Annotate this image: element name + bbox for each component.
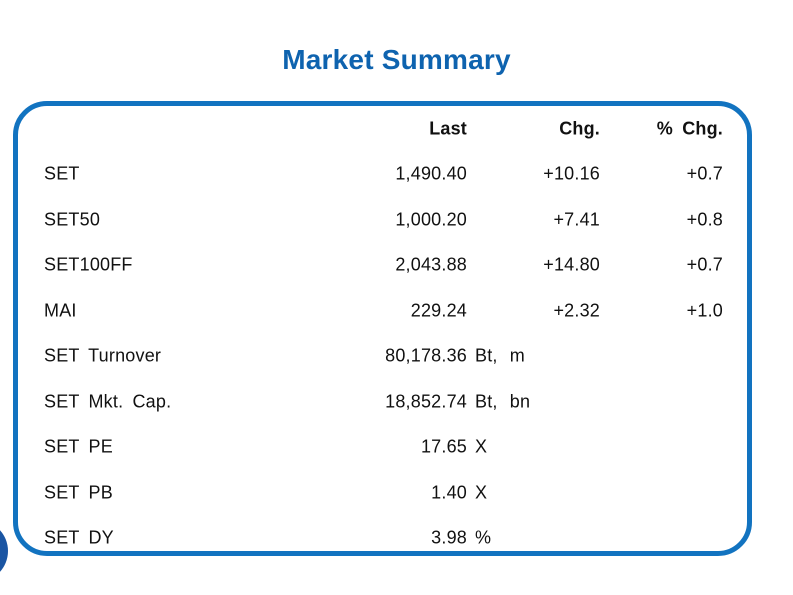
table-row: MAI 229.24 +2.32 +1.0 xyxy=(18,288,747,334)
last-unit: X xyxy=(475,482,488,503)
chg-value: +7.41 xyxy=(553,209,600,230)
last-value: 80,178.36 xyxy=(385,345,467,366)
table-row: SET Turnover 80,178.36 Bt, m xyxy=(18,334,747,380)
last-value: 17.65 xyxy=(420,436,467,457)
last-value-cell: 1,000.20 xyxy=(18,209,475,230)
chg-value: +10.16 xyxy=(543,163,600,184)
pct-chg-value: +1.0 xyxy=(686,300,723,321)
last-value-cell: 1.40 X xyxy=(18,482,487,503)
col-header-chg: Chg. xyxy=(559,118,600,139)
last-unit: X xyxy=(475,436,488,457)
table-row: SET DY 3.98% xyxy=(18,516,747,552)
last-unit: Bt, bn xyxy=(475,391,531,412)
last-unit: % xyxy=(475,527,492,548)
table-header-row: Last Chg. % Chg. xyxy=(18,106,747,152)
last-value: 229.24 xyxy=(410,300,467,321)
last-value: 1,490.40 xyxy=(395,163,467,184)
row-label: SET DY xyxy=(44,527,114,548)
last-value-cell: 1,490.40 xyxy=(18,164,475,185)
table-row: SET50 1,000.20 +7.41 +0.8 xyxy=(18,197,747,243)
last-value: 2,043.88 xyxy=(395,254,467,275)
last-value-cell: 18,852.74 Bt, bn xyxy=(18,391,530,412)
last-value-cell: 80,178.36 Bt, m xyxy=(18,346,525,367)
chg-value: +2.32 xyxy=(553,300,600,321)
pct-chg-value: +0.8 xyxy=(686,209,723,230)
last-value-cell: 17.65 X xyxy=(18,437,487,458)
pct-chg-value: +0.7 xyxy=(686,254,723,275)
last-value: 18,852.74 xyxy=(385,391,467,412)
row-label: SET PE xyxy=(44,436,113,457)
last-value-cell: 229.24 xyxy=(18,300,475,321)
last-value-cell: 2,043.88 xyxy=(18,255,475,276)
table-row: SET100FF 2,043.88 +14.80 +0.7 xyxy=(18,243,747,289)
chg-value: +14.80 xyxy=(543,254,600,275)
row-label: SET PB xyxy=(44,482,113,503)
market-summary-panel: Last Chg. % Chg. SET 1,490.40 +10.16 +0.… xyxy=(13,101,752,556)
row-label: SET Turnover xyxy=(44,345,162,366)
table-row: SET 1,490.40 +10.16 +0.7 xyxy=(18,152,747,198)
table-row: SET Mkt. Cap. 18,852.74 Bt, bn xyxy=(18,379,747,425)
table-row: SET PB 1.40 X xyxy=(18,470,747,516)
last-value-cell: 3.98% xyxy=(18,528,491,549)
row-label: SET100FF xyxy=(44,254,133,275)
last-value: 3.98 xyxy=(431,527,467,548)
last-value: 1.40 xyxy=(431,482,467,503)
page-title: Market Summary xyxy=(282,44,511,75)
table-row: SET PE 17.65 X xyxy=(18,425,747,471)
row-label: SET xyxy=(44,163,80,184)
row-label: SET50 xyxy=(44,209,101,230)
last-value: 1,000.20 xyxy=(395,209,467,230)
col-header-pct-chg: % Chg. xyxy=(656,118,723,139)
row-label: SET Mkt. Cap. xyxy=(44,391,172,412)
last-unit: Bt, m xyxy=(475,345,526,366)
market-summary-table: Last Chg. % Chg. SET 1,490.40 +10.16 +0.… xyxy=(18,106,747,551)
pct-chg-value: +0.7 xyxy=(686,163,723,184)
col-header-last: Last xyxy=(429,118,467,139)
left-edge-circle-decoration xyxy=(0,520,8,582)
row-label: MAI xyxy=(44,300,77,321)
